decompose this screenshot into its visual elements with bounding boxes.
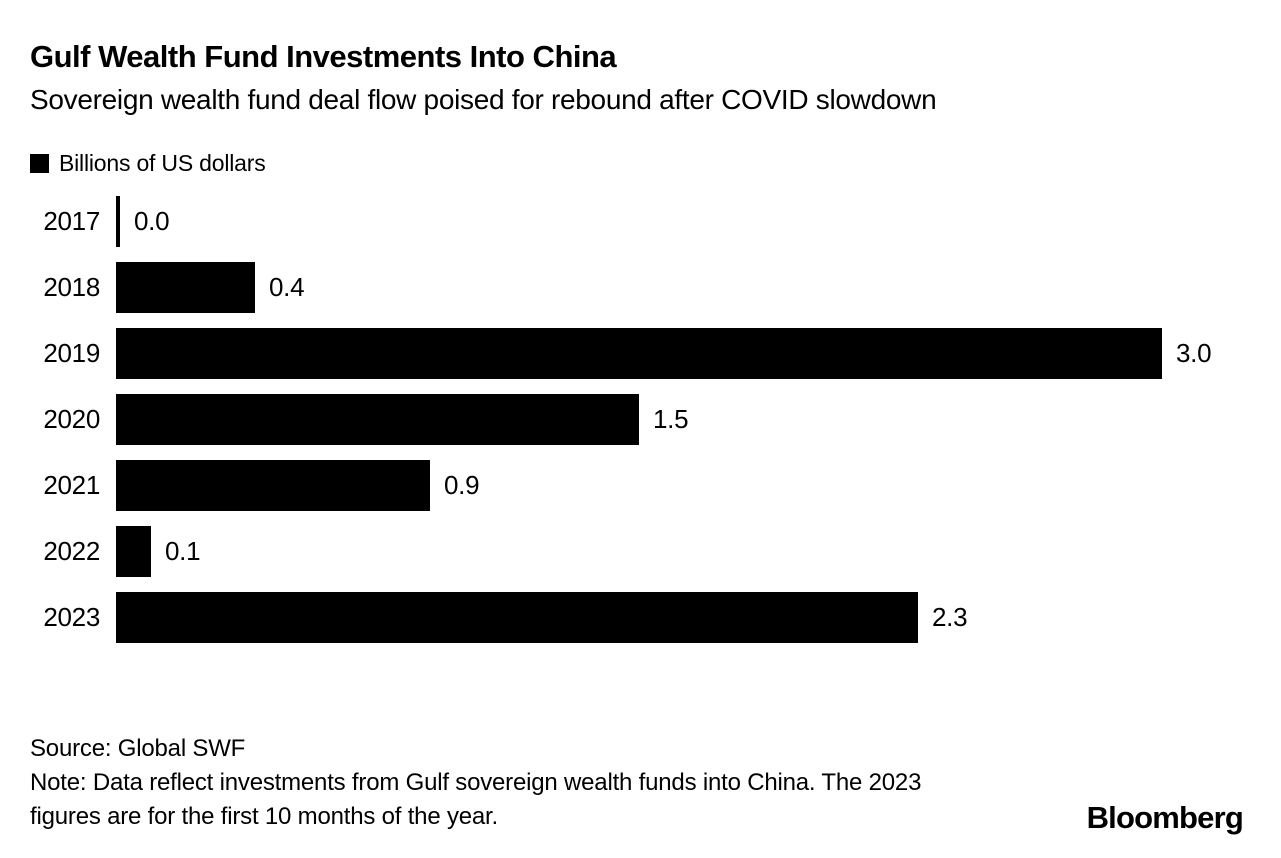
legend-swatch-icon xyxy=(30,154,49,174)
category-label: 2021 xyxy=(43,470,100,501)
chart-row: 2019 3.0 xyxy=(30,321,1251,387)
chart-row: 2022 0.1 xyxy=(30,519,1251,585)
value-label: 3.0 xyxy=(1176,338,1212,369)
category-label: 2018 xyxy=(43,272,100,303)
bar xyxy=(116,394,639,446)
value-label: 2.3 xyxy=(932,602,968,633)
note-text: Note: Data reflect investments from Gulf… xyxy=(30,769,922,830)
legend: Billions of US dollars xyxy=(30,150,1251,177)
value-label: 0.1 xyxy=(165,536,201,567)
bar-track: 1.5 xyxy=(116,394,1251,446)
value-label: 0.4 xyxy=(269,272,305,303)
bar-track: 0.9 xyxy=(116,460,1251,512)
value-label: 0.9 xyxy=(444,470,480,501)
chart-row: 2020 1.5 xyxy=(30,387,1251,453)
footer: Source: Global SWF Note: Data reflect in… xyxy=(30,732,990,834)
bar xyxy=(116,328,1162,380)
category-label: 2023 xyxy=(43,602,100,633)
chart-row: 2017 0.0 xyxy=(30,189,1251,255)
category-label: 2020 xyxy=(43,404,100,435)
category-label: 2017 xyxy=(43,206,100,237)
legend-label: Billions of US dollars xyxy=(59,150,266,177)
value-label: 1.5 xyxy=(653,404,689,435)
bar xyxy=(116,592,918,644)
zero-marker xyxy=(116,196,120,248)
bar-track: 0.4 xyxy=(116,262,1251,314)
chart-row: 2023 2.3 xyxy=(30,585,1251,651)
chart-row: 2021 0.9 xyxy=(30,453,1251,519)
value-label: 0.0 xyxy=(134,206,170,237)
category-label: 2022 xyxy=(43,536,100,567)
bar-chart: 2017 0.0 2018 0.4 2019 3.0 2020 1.5 2021 0.9 2022 0… xyxy=(30,189,1251,651)
category-label: 2019 xyxy=(43,338,100,369)
bar-track: 0.1 xyxy=(116,526,1251,578)
chart-subtitle: Sovereign wealth fund deal flow poised f… xyxy=(30,84,937,116)
bar xyxy=(116,262,255,314)
bar-track: 2.3 xyxy=(116,592,1251,644)
source-text: Source: Global SWF xyxy=(30,735,246,762)
bar xyxy=(116,460,430,512)
bar xyxy=(116,526,151,578)
chart-row: 2018 0.4 xyxy=(30,255,1251,321)
bar-track: 3.0 xyxy=(116,328,1251,380)
bloomberg-logo: Bloomberg xyxy=(1086,800,1244,835)
bar-track: 0.0 xyxy=(116,196,1251,248)
chart-title: Gulf Wealth Fund Investments Into China xyxy=(30,39,617,74)
